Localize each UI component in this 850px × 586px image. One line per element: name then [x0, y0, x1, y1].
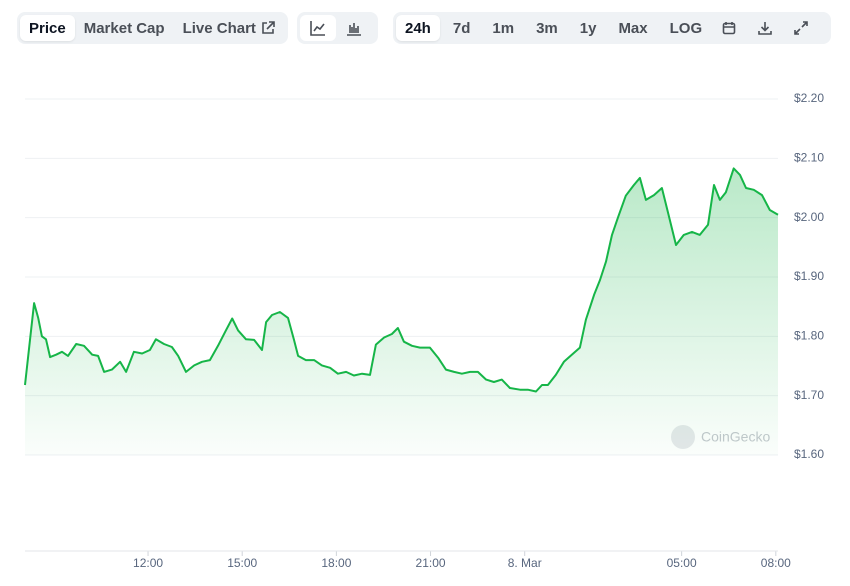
tab-label: Live Chart	[182, 19, 256, 37]
x-tick-label: 12:00	[133, 556, 163, 570]
area	[25, 168, 778, 455]
y-tick-label: $1.60	[794, 447, 824, 461]
tab[interactable]: Market Cap	[83, 19, 165, 37]
chart-style	[297, 12, 378, 44]
tab[interactable]: Price	[20, 15, 75, 41]
y-tick-label: $1.90	[794, 269, 824, 283]
x-tick-label: 8. Mar	[508, 556, 542, 570]
x-tick-label: 05:00	[667, 556, 697, 570]
x-tick-label: 21:00	[416, 556, 446, 570]
price-line	[24, 167, 779, 393]
x-tick-label: 08:00	[761, 556, 791, 570]
chart-tabs: Price Market Cap Live Chart	[17, 12, 288, 44]
calendar-button[interactable]	[711, 15, 747, 41]
fullscreen-button[interactable]	[783, 15, 819, 41]
candle-button[interactable]	[336, 15, 372, 41]
range-button[interactable]: 1m	[492, 19, 515, 37]
download-button[interactable]	[747, 15, 783, 41]
y-tick-label: $2.00	[794, 210, 824, 224]
y-tick-label: $1.80	[794, 329, 824, 343]
tab[interactable]: Live Chart	[174, 15, 284, 41]
range-button[interactable]: Max	[618, 19, 648, 37]
x-tick-label: 18:00	[321, 556, 351, 570]
y-tick-label: $1.70	[794, 388, 824, 402]
x-tick-label: 15:00	[227, 556, 257, 570]
range-button[interactable]: LOG	[669, 19, 703, 37]
watermark-text: CoinGecko	[701, 429, 770, 445]
external-icon	[262, 21, 275, 34]
line-button[interactable]	[300, 15, 336, 41]
range-button[interactable]: 3m	[536, 19, 558, 37]
y-tick-label: $2.10	[794, 151, 824, 165]
watermark: CoinGecko	[671, 425, 770, 449]
range-bar: 24h 7d 1m 3m 1y Max LOG	[393, 12, 831, 44]
range-button[interactable]: 7d	[452, 19, 471, 37]
range-button[interactable]: 1y	[579, 19, 597, 37]
range-button[interactable]: 24h	[396, 15, 440, 41]
y-tick-label: $2.20	[794, 91, 824, 105]
